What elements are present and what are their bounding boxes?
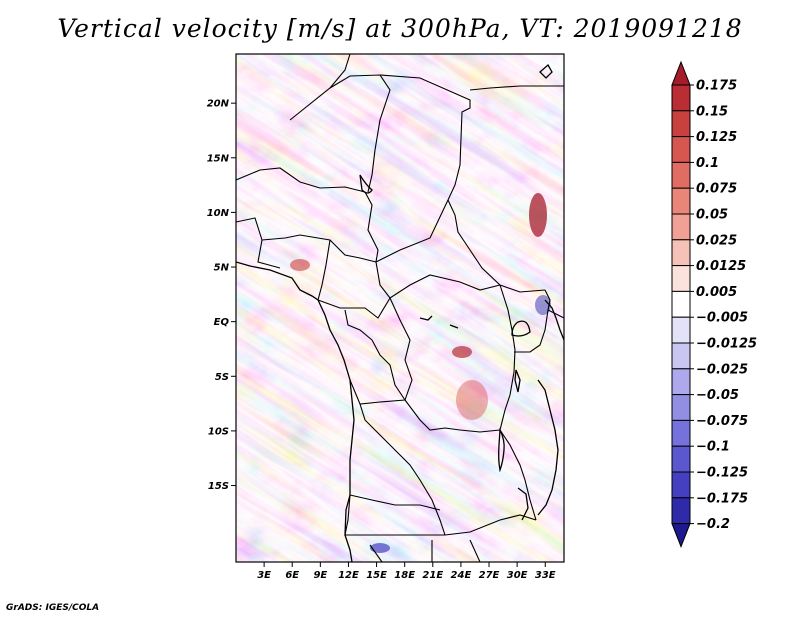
- colorbar-label: −0.075: [696, 414, 748, 429]
- colorbar-label: 0.05: [696, 208, 728, 223]
- colorbar-box: [671, 419, 691, 447]
- colorbar: 0.175 0.15 0.125 0.1 0.075 0.05 0.025 0.0125 0.0…: [671, 60, 757, 548]
- colorbar-box: [671, 471, 691, 499]
- colorbar-label: 0.15: [696, 104, 728, 119]
- colorbar-max-triangle: [671, 60, 691, 86]
- colorbar-label: 0.005: [696, 285, 737, 300]
- y-tick-label: EQ: [214, 317, 230, 328]
- x-tick-label: 15E: [366, 570, 387, 581]
- colorbar-label: −0.1: [696, 440, 730, 455]
- y-axis: 20N 15N 10N 5N EQ 5S 10S 15S: [207, 99, 236, 492]
- colorbar-label: −0.0125: [696, 337, 757, 352]
- colorbar-box: [671, 290, 691, 318]
- colorbar-label: −0.175: [696, 491, 748, 506]
- x-tick-label: 9E: [313, 570, 327, 581]
- colorbar-min-triangle: [671, 523, 691, 548]
- y-tick-label: 15S: [208, 481, 229, 492]
- colorbar-label: −0.005: [696, 311, 748, 326]
- y-tick-label: 15N: [207, 153, 230, 164]
- colorbar-box: [671, 497, 691, 525]
- colorbar-box: [671, 239, 691, 267]
- x-tick-label: 30E: [507, 570, 528, 581]
- colorbar-box: [671, 394, 691, 421]
- colorbar-box: [671, 213, 691, 241]
- chart-title: Vertical velocity [m/s] at 300hPa, VT: 2…: [57, 14, 743, 43]
- colorbar-box: [671, 368, 691, 396]
- colorbar-label: 0.125: [696, 130, 737, 145]
- colorbar-box: [671, 316, 691, 344]
- colorbar-label: 0.1: [696, 156, 719, 171]
- colorbar-box: [671, 265, 691, 292]
- colorbar-box: [671, 136, 691, 163]
- y-tick-label: 10S: [208, 426, 229, 437]
- x-tick-label: 33E: [535, 570, 556, 581]
- colorbar-label: 0.025: [696, 233, 737, 248]
- x-tick-label: 27E: [479, 570, 500, 581]
- coastlines: [236, 63, 564, 562]
- x-tick-label: 12E: [338, 570, 359, 581]
- colorbar-label: 0.0125: [696, 259, 746, 274]
- y-tick-label: 5S: [215, 372, 229, 383]
- colorbar-label: 0.175: [696, 79, 737, 94]
- plot-frame: [235, 53, 565, 563]
- colorbar-box: [671, 445, 691, 473]
- y-tick-label: 20N: [207, 99, 230, 110]
- colorbar-label: −0.125: [696, 466, 748, 481]
- x-tick-label: 21E: [422, 570, 443, 581]
- colorbar-label: 0.075: [696, 182, 737, 197]
- x-tick-label: 3E: [257, 570, 271, 581]
- velocity-field: [236, 54, 564, 562]
- colorbar-label: −0.025: [696, 362, 748, 377]
- y-tick-label: 10N: [207, 208, 230, 219]
- colorbar-label: −0.2: [696, 517, 730, 532]
- x-tick-label: 6E: [285, 570, 299, 581]
- country-borders: [236, 54, 564, 562]
- x-tick-label: 24E: [451, 570, 472, 581]
- x-tick-label: 18E: [394, 570, 415, 581]
- colorbar-box: [671, 84, 691, 112]
- credit-label: GrADS: IGES/COLA: [6, 603, 100, 613]
- x-axis: 3E 6E 9E 12E 15E 18E 21E 24E 27E 30E 33E: [257, 562, 556, 581]
- colorbar-label: −0.05: [696, 388, 739, 403]
- y-tick-label: 5N: [214, 263, 230, 274]
- colorbar-box: [671, 342, 691, 370]
- colorbar-box: [671, 187, 691, 215]
- colorbar-box: [671, 161, 691, 189]
- colorbar-box: [671, 110, 691, 138]
